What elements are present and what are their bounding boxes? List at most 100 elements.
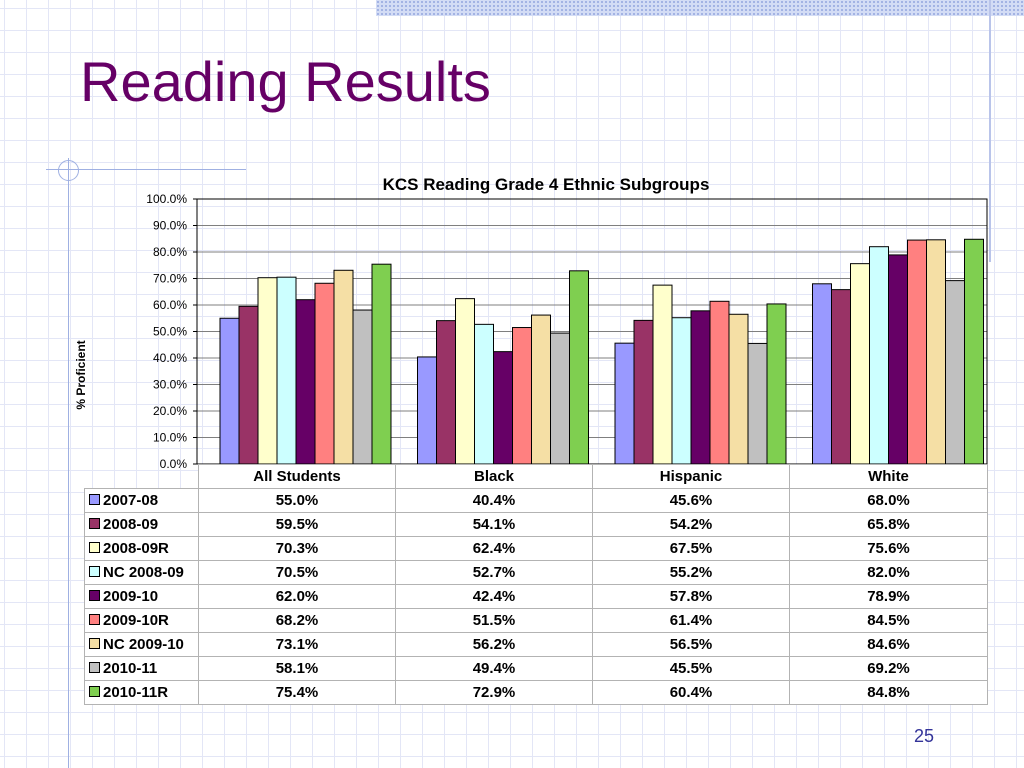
table-row: 2009-10 62.0% 42.4% 57.8% 78.9% — [84, 584, 988, 609]
data-cell: 56.2% — [395, 632, 593, 657]
series-legend-cell: 2010-11R — [84, 680, 199, 705]
data-cell: 51.5% — [395, 608, 593, 633]
series-legend-cell: 2008-09 — [84, 512, 199, 537]
table-row: NC 2008-09 70.5% 52.7% 55.2% 82.0% — [84, 560, 988, 585]
right-decorative-line — [989, 0, 991, 262]
data-cell: 75.6% — [789, 536, 988, 561]
data-cell: 75.4% — [198, 680, 396, 705]
table-corner — [85, 465, 199, 489]
data-cell: 40.4% — [395, 488, 593, 513]
bar — [728, 313, 749, 465]
bar — [455, 298, 475, 465]
table-row: 2009-10R 68.2% 51.5% 61.4% 84.5% — [84, 608, 988, 633]
data-cell: 67.5% — [592, 536, 790, 561]
series-legend-cell: 2009-10R — [84, 608, 199, 633]
bar — [474, 323, 494, 465]
data-cell: 55.2% — [592, 560, 790, 585]
bar — [436, 320, 456, 465]
series-name: 2010-11 — [103, 660, 158, 677]
bar — [314, 282, 335, 465]
bar — [652, 284, 673, 465]
series-legend-cell: 2009-10 — [84, 584, 199, 609]
data-cell: 73.1% — [198, 632, 396, 657]
data-cell: 82.0% — [789, 560, 988, 585]
y-tick-label: 40.0% — [153, 351, 187, 365]
table-row: NC 2009-10 73.1% 56.2% 56.5% 84.6% — [84, 632, 988, 657]
bar — [352, 309, 373, 465]
bar — [295, 299, 316, 465]
bar — [690, 310, 711, 465]
bar — [219, 317, 240, 465]
bar — [888, 254, 908, 465]
bar — [276, 276, 297, 465]
data-cell: 57.8% — [592, 584, 790, 609]
y-tick-label: 10.0% — [153, 431, 187, 445]
series-name: 2008-09R — [103, 540, 169, 557]
series-name: NC 2008-09 — [103, 564, 184, 581]
legend-swatch — [89, 566, 100, 577]
series-name: 2009-10 — [103, 588, 159, 605]
category-label: All Students — [198, 464, 396, 489]
data-cell: 45.5% — [592, 656, 790, 681]
decorative-circle — [58, 160, 79, 181]
y-tick-label: 60.0% — [153, 298, 187, 312]
data-cell: 55.0% — [198, 488, 396, 513]
series-legend-cell: NC 2008-09 — [84, 560, 199, 585]
y-tick-label: 70.0% — [153, 272, 187, 286]
bar — [709, 300, 730, 465]
data-cell: 60.4% — [592, 680, 790, 705]
legend-swatch — [89, 518, 100, 529]
decorative-vertical-line — [68, 158, 69, 768]
data-cell: 61.4% — [592, 608, 790, 633]
data-cell: 68.2% — [198, 608, 396, 633]
data-cell: 84.6% — [789, 632, 988, 657]
category-label: White — [789, 464, 988, 489]
data-cell: 62.4% — [395, 536, 593, 561]
bar — [633, 319, 654, 465]
series-legend-cell: 2008-09R — [84, 536, 199, 561]
data-cell: 58.1% — [198, 656, 396, 681]
y-tick-label: 80.0% — [153, 245, 187, 259]
category-label: Black — [395, 464, 593, 489]
series-name: 2010-11R — [103, 684, 169, 701]
data-cell: 54.1% — [395, 512, 593, 537]
data-cell: 42.4% — [395, 584, 593, 609]
bar — [850, 263, 870, 465]
bar — [614, 342, 635, 465]
bar — [671, 317, 692, 465]
bar — [417, 356, 437, 465]
data-cell: 70.3% — [198, 536, 396, 561]
slide-title: Reading Results — [80, 50, 491, 113]
table-row: 2008-09 59.5% 54.1% 54.2% 65.8% — [84, 512, 988, 537]
series-name: 2007-08 — [103, 492, 159, 509]
y-tick-label: 30.0% — [153, 378, 187, 392]
data-cell: 52.7% — [395, 560, 593, 585]
top-decorative-band — [376, 0, 1024, 16]
bar — [493, 351, 513, 465]
legend-swatch — [89, 686, 100, 697]
table-row: 2010-11R 75.4% 72.9% 60.4% 84.8% — [84, 680, 988, 705]
legend-swatch — [89, 614, 100, 625]
series-name: 2008-09 — [103, 516, 159, 533]
legend-swatch — [89, 638, 100, 649]
data-cell: 78.9% — [789, 584, 988, 609]
page-number: 25 — [914, 726, 935, 746]
data-cell: 56.5% — [592, 632, 790, 657]
series-legend-cell: 2010-11 — [84, 656, 199, 681]
bars — [219, 238, 984, 465]
bar — [964, 238, 984, 465]
series-legend-cell: 2007-08 — [84, 488, 199, 513]
y-tick-label: 0.0% — [160, 457, 188, 471]
data-cell: 59.5% — [198, 512, 396, 537]
data-cell: 68.0% — [789, 488, 988, 513]
bar — [831, 289, 851, 465]
bar — [747, 342, 768, 465]
data-cell: 65.8% — [789, 512, 988, 537]
category-label: Hispanic — [592, 464, 790, 489]
data-cell: 72.9% — [395, 680, 593, 705]
y-tick-label: 50.0% — [153, 325, 187, 339]
y-tick-label: 90.0% — [153, 219, 187, 233]
data-cell: 45.6% — [592, 488, 790, 513]
bar — [371, 263, 392, 465]
